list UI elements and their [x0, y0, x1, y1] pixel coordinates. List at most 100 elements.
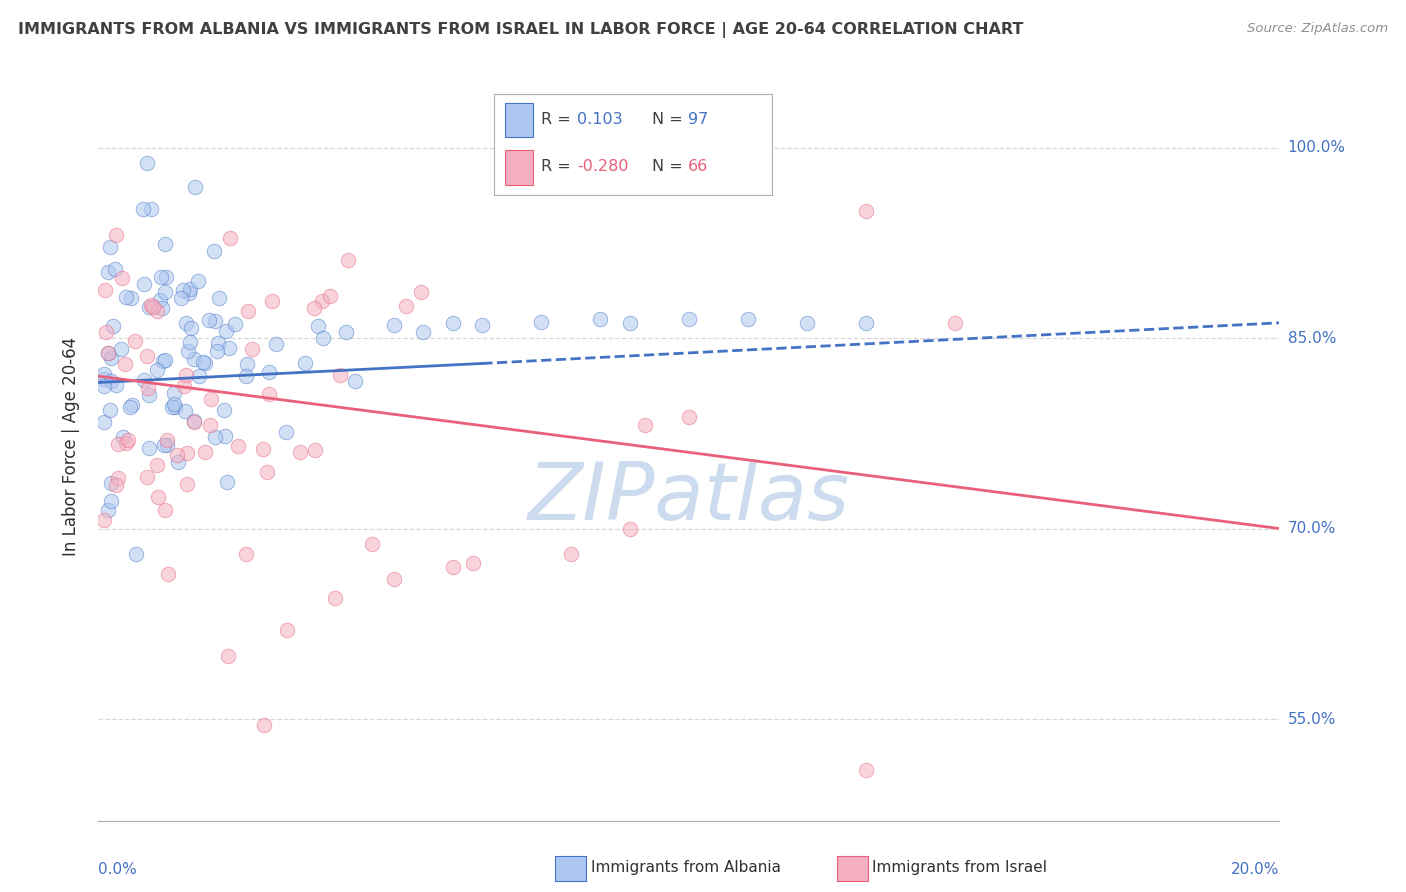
Point: [110, 342, 132, 356]
Point: [256, 465, 278, 479]
Text: ZIPatlas: ZIPatlas: [527, 459, 851, 538]
Point: [146, 304, 169, 318]
Point: [97, 346, 120, 360]
Point: [97, 345, 120, 359]
Point: [796, 316, 818, 330]
Text: Immigrants from Albania: Immigrants from Albania: [591, 861, 780, 875]
Point: [274, 425, 297, 439]
Point: [153, 503, 176, 517]
Point: [855, 204, 877, 219]
Text: Immigrants from Israel: Immigrants from Israel: [872, 861, 1046, 875]
Point: [153, 285, 176, 299]
Point: [177, 344, 200, 359]
Point: [304, 443, 326, 458]
Point: [97, 503, 120, 517]
Point: [155, 270, 177, 285]
Point: [180, 321, 202, 335]
Point: [100, 476, 122, 491]
Point: [173, 379, 195, 393]
Point: [382, 572, 405, 586]
Point: [737, 312, 759, 326]
Point: [104, 227, 127, 242]
Point: [205, 343, 228, 358]
Point: [461, 556, 484, 570]
Point: [217, 648, 239, 663]
Point: [135, 156, 157, 170]
Point: [134, 277, 156, 292]
Point: [634, 418, 657, 433]
Point: [155, 236, 177, 251]
Point: [174, 368, 197, 382]
Point: [153, 353, 176, 368]
Point: [152, 301, 174, 315]
Point: [138, 441, 160, 455]
Text: IMMIGRANTS FROM ALBANIA VS IMMIGRANTS FROM ISRAEL IN LABOR FORCE | AGE 20-64 COR: IMMIGRANTS FROM ALBANIA VS IMMIGRANTS FR…: [18, 22, 1024, 38]
Point: [855, 763, 877, 777]
Point: [343, 375, 366, 389]
Point: [142, 300, 165, 314]
Text: 0.0%: 0.0%: [98, 862, 138, 877]
Point: [135, 349, 157, 363]
Point: [198, 313, 221, 327]
Point: [152, 354, 174, 368]
Point: [619, 316, 641, 330]
Point: [855, 316, 877, 330]
Point: [114, 435, 136, 450]
Point: [149, 269, 172, 284]
Point: [97, 265, 120, 279]
Point: [200, 392, 222, 407]
Point: [104, 262, 127, 277]
Point: [131, 202, 153, 216]
Point: [141, 298, 163, 312]
Point: [218, 342, 240, 356]
Point: [132, 373, 155, 387]
Point: [121, 397, 143, 411]
Point: [560, 547, 582, 561]
Point: [217, 475, 239, 489]
Point: [112, 430, 135, 444]
Point: [219, 231, 242, 245]
Text: 20.0%: 20.0%: [1232, 862, 1279, 877]
Point: [188, 368, 211, 383]
Point: [100, 493, 122, 508]
Point: [236, 304, 259, 318]
Point: [382, 318, 405, 333]
Point: [111, 270, 134, 285]
Point: [120, 291, 142, 305]
Point: [194, 445, 217, 459]
Point: [100, 402, 122, 417]
Point: [323, 591, 346, 606]
Point: [200, 417, 222, 432]
Point: [146, 363, 169, 377]
Point: [207, 336, 229, 351]
Point: [104, 478, 127, 492]
Point: [179, 286, 201, 301]
Point: [114, 357, 136, 371]
Point: [307, 318, 329, 333]
Point: [226, 439, 249, 453]
Point: [156, 433, 179, 447]
Point: [240, 342, 263, 356]
Point: [148, 490, 170, 504]
Point: [412, 325, 434, 339]
Point: [183, 415, 205, 429]
Point: [252, 442, 274, 456]
Point: [176, 477, 198, 491]
Point: [304, 301, 326, 315]
Point: [202, 244, 225, 258]
Point: [146, 458, 169, 472]
Point: [530, 314, 553, 328]
Point: [105, 378, 128, 392]
Point: [337, 252, 360, 267]
Point: [214, 429, 236, 443]
Point: [176, 316, 198, 330]
Point: [93, 372, 115, 386]
Point: [193, 355, 215, 369]
Point: [93, 368, 115, 382]
Point: [361, 537, 384, 551]
Point: [138, 300, 160, 314]
Point: [124, 334, 146, 348]
Point: [98, 240, 121, 254]
Point: [294, 356, 316, 370]
Point: [179, 335, 201, 350]
